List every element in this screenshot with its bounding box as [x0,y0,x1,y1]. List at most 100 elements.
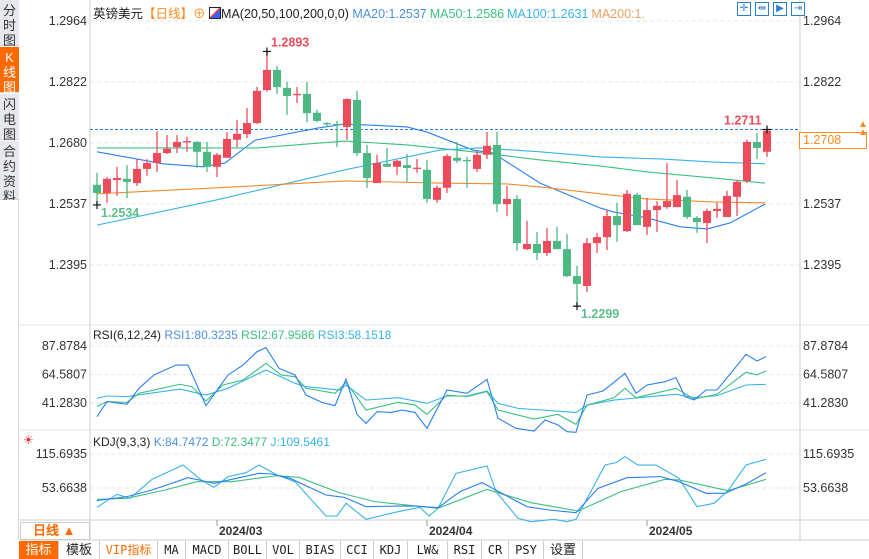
low-price-label: 1.2299 [581,307,619,321]
symbol-name: 英镑美元 [93,7,144,21]
extreme-marker-icon [263,47,271,56]
candle-up [243,123,251,135]
candle-up [143,162,151,169]
rsi-tick-label-right: 64.5807 [803,368,848,382]
toolbar-boll[interactable]: BOLL [229,541,267,559]
tab-k-line-chart[interactable]: K线图 [0,47,19,95]
toolbar-cr[interactable]: CR [482,541,509,559]
price-tick-label-right: 1.2395 [803,258,841,272]
last-price-tag: 1.2708 [799,132,867,149]
crosshair-icon[interactable]: ✛ [737,2,751,16]
candle-up [703,210,711,223]
rsi3-line [96,369,767,413]
toolbar-psy[interactable]: PSY [509,541,544,559]
toolbar-vip-indicators[interactable]: VIP指标 [100,541,158,559]
toolbar-indicators[interactable]: 指标 [19,541,59,559]
price-tick-label-right: 1.2537 [803,197,841,211]
double-up-arrow-icon[interactable]: ▲ ▲ [858,119,868,138]
kdj-tick-label-right: 53.6638 [803,481,848,495]
candle-down [613,216,621,226]
toolbar-cci[interactable]: CCI [341,541,374,559]
ma100-line [96,147,766,226]
ma20-line [96,123,766,230]
rsi3-value: RSI3:58.1518 [317,328,392,342]
candle-up [713,208,721,211]
candle-up [583,243,591,286]
candle-up [543,240,551,253]
candle-down [383,163,391,167]
tab-contract-info[interactable]: 合约资料 [0,141,19,204]
extreme-marker-icon [573,302,581,311]
rsi2-value: RSI2:67.9586 [241,328,315,342]
rsi1-line [96,346,767,433]
candle-down [553,240,561,250]
play-range-icon[interactable]: ▶ [773,2,787,16]
kdj-tick-label-left: 53.6638 [42,481,87,495]
candle-up [113,177,121,181]
toolbar-templates[interactable]: 模板 [59,541,100,559]
date-label: 2024/03 [219,524,263,538]
ma100-value: MA100:1.2631 [507,7,589,21]
candle-down [683,196,691,217]
k-value: K:84.7472 [153,435,209,449]
rsi-tick-label-left: 64.5807 [42,368,87,382]
zoom-range-icon[interactable]: ⇹ [755,2,769,16]
candle-up [263,69,271,91]
indicator-chart-icon[interactable] [209,7,222,19]
toolbar-bias[interactable]: BIAS [300,541,341,559]
target-icon[interactable]: ⊕ [193,7,206,21]
ma20-value: MA20:1.2537 [352,7,427,21]
toolbar-kdj[interactable]: KDJ [374,541,408,559]
candle-up [673,195,681,208]
kdj-k-line [96,472,767,514]
period-tag: 【日线】 [143,7,194,21]
candle-up [643,210,651,227]
extreme-marker-icon [763,125,771,134]
candle-up [343,99,351,127]
tab-flash-chart[interactable]: 闪电图 [0,94,19,142]
price-tick-label-left: 1.2822 [49,75,87,89]
toolbar-settings[interactable]: 设置 [544,541,583,559]
tab-time-chart[interactable]: 分时图 [0,0,19,48]
rsi-name: RSI(6,12,24) [93,328,162,342]
candle-down [283,87,291,97]
candle-down [93,184,101,193]
price-tick-label-left: 1.2537 [49,197,87,211]
toolbar-rsi[interactable]: RSI [448,541,482,559]
candle-down [533,243,541,253]
exit-icon[interactable]: ⇥ [791,2,805,16]
high-price-label: 1.2711 [724,113,762,127]
candle-up [523,243,531,250]
candle-down [423,169,431,199]
candle-down [353,99,361,154]
candle-up [623,193,631,232]
candle-up [723,195,731,217]
candle-up [183,141,191,143]
toolbar-macd[interactable]: MACD [186,541,229,559]
candle-up [503,198,511,205]
j-value: J:109.5461 [270,435,330,449]
rsi-tick-label-right: 87.8784 [803,339,848,353]
toolbar-ma[interactable]: MA [158,541,186,559]
candle-up [253,90,261,124]
date-label: 2024/05 [649,524,693,538]
toolbar-lwr[interactable]: LW& [408,541,448,559]
candle-down [273,69,281,88]
candle-up [593,237,601,244]
candle-up [483,145,491,155]
candle-down [193,141,201,152]
candle-up [133,168,141,184]
candle-up [103,178,111,193]
indicator-settings-icon[interactable]: ☀ [23,433,34,447]
period-selector[interactable]: 日线 ▲ [20,522,90,540]
candle-down [693,217,701,223]
chart-header: 英镑美元【日线】⊕ MA(20,50,100,200,0,0) MA20:1.2… [93,3,645,22]
candle-up [433,187,441,200]
candle-down [203,151,211,167]
candle-up [293,93,301,96]
candle-down [563,249,571,277]
toolbar-vol[interactable]: VOL [267,541,300,559]
ma-params: MA(20,50,100,200,0,0) [221,7,349,21]
extreme-marker-icon [93,200,101,209]
